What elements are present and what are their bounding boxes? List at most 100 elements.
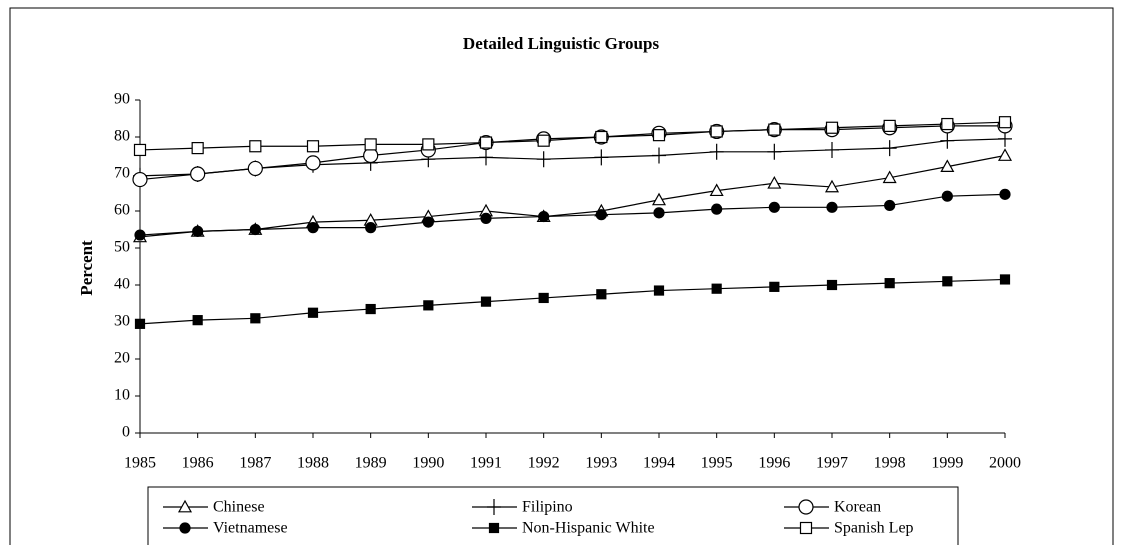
marker	[479, 136, 493, 149]
legend-label: Vietnamese	[213, 520, 288, 537]
x-tick-label: 1993	[585, 455, 617, 472]
marker	[882, 140, 897, 157]
marker	[882, 170, 897, 184]
marker	[709, 183, 724, 197]
marker	[536, 151, 551, 168]
legend-label: Filipino	[522, 499, 573, 516]
series-line	[139, 121, 1006, 151]
y-tick-label: 30	[114, 313, 130, 330]
x-tick-label: 1995	[701, 455, 733, 472]
marker	[307, 307, 319, 318]
marker	[824, 179, 840, 193]
marker	[825, 121, 839, 134]
marker	[306, 140, 320, 153]
marker	[192, 315, 203, 326]
marker	[884, 199, 896, 212]
series-line	[139, 278, 1006, 325]
chart-title: Detailed Linguistic Groups	[463, 34, 660, 53]
legend-label: Non-Hispanic White	[522, 520, 655, 537]
marker	[652, 129, 666, 142]
y-tick-label: 40	[114, 276, 130, 293]
marker	[999, 274, 1011, 285]
marker	[134, 318, 146, 329]
marker	[940, 159, 955, 172]
marker	[826, 279, 838, 291]
x-tick-label: 1986	[182, 455, 214, 472]
marker	[767, 176, 782, 189]
legend-box	[147, 486, 959, 545]
marker	[594, 149, 609, 166]
y-tick-label: 70	[114, 165, 130, 182]
x-tick-label: 1988	[297, 455, 329, 472]
marker	[651, 192, 667, 206]
marker	[596, 289, 607, 300]
marker	[768, 123, 781, 136]
marker	[999, 188, 1011, 200]
y-tick-label: 10	[114, 387, 130, 404]
marker	[940, 132, 955, 149]
y-axis-label: Percent	[77, 240, 96, 296]
marker	[134, 229, 146, 241]
marker	[364, 138, 377, 151]
marker	[595, 130, 608, 144]
y-tick-label: 20	[114, 350, 130, 367]
x-tick-label: 1990	[412, 455, 444, 472]
marker	[365, 303, 376, 315]
legend-marker	[487, 499, 501, 515]
legend-label: Korean	[834, 499, 881, 516]
marker	[941, 117, 954, 131]
marker	[998, 130, 1012, 147]
y-tick-label: 60	[114, 202, 130, 219]
marker	[422, 216, 434, 228]
marker	[595, 209, 607, 221]
marker	[422, 138, 435, 151]
legend-marker	[177, 499, 193, 513]
marker	[537, 134, 550, 147]
marker	[768, 201, 780, 213]
y-tick-label: 90	[114, 91, 130, 108]
series-line	[139, 193, 1006, 236]
marker	[250, 313, 261, 324]
marker	[480, 296, 492, 307]
marker	[710, 125, 723, 138]
marker	[769, 281, 780, 292]
marker	[711, 283, 722, 294]
legend-marker	[799, 521, 813, 535]
y-tick-label: 0	[122, 424, 130, 441]
marker	[711, 203, 723, 215]
x-tick-label: 1989	[355, 455, 387, 472]
marker	[653, 285, 665, 296]
marker	[538, 210, 550, 223]
marker	[249, 140, 262, 153]
x-tick-label: 1997	[816, 455, 848, 472]
marker	[365, 222, 377, 234]
legend-marker	[488, 522, 500, 534]
marker	[191, 142, 204, 155]
marker	[363, 147, 379, 164]
y-tick-label: 50	[114, 239, 130, 256]
chart-border	[9, 7, 1114, 545]
marker	[480, 212, 492, 224]
marker	[133, 143, 147, 157]
x-tick-label: 2000	[989, 455, 1021, 472]
marker	[479, 149, 493, 166]
marker	[998, 116, 1012, 129]
marker	[538, 292, 549, 304]
marker	[709, 143, 724, 160]
x-tick-label: 1992	[528, 455, 560, 472]
series-line	[139, 125, 1005, 181]
x-tick-label: 1985	[124, 455, 156, 472]
legend-marker	[179, 522, 191, 534]
marker	[653, 207, 665, 219]
marker	[307, 222, 319, 234]
x-tick-label: 1999	[931, 455, 963, 472]
legend-label: Chinese	[213, 499, 265, 516]
x-tick-label: 1994	[643, 455, 675, 472]
marker	[132, 171, 148, 188]
legend-marker	[798, 499, 814, 515]
marker	[249, 223, 261, 236]
x-tick-label: 1987	[239, 455, 271, 472]
marker	[997, 148, 1013, 161]
x-tick-label: 1998	[874, 455, 906, 472]
